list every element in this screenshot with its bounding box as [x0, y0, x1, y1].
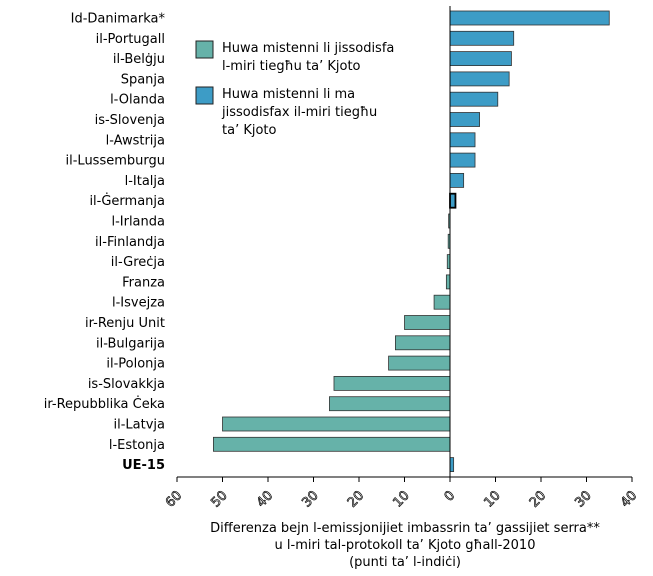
category-label-9: il-Ġermanja: [89, 192, 165, 209]
bar-21: [212, 436, 451, 452]
category-label-17: il-Polonja: [106, 357, 165, 372]
legend-swatch-not_achieved: [195, 86, 214, 105]
bar-16: [394, 335, 451, 351]
bar-8: [449, 172, 465, 188]
x-tick-label-10: 40: [618, 488, 640, 510]
category-label-12: il-Greċja: [111, 255, 165, 270]
bar-6: [449, 132, 476, 148]
category-label-5: is-Slovenja: [95, 113, 165, 128]
bar-19: [329, 396, 451, 412]
x-tick-label-7: 10: [481, 488, 503, 510]
bar-13: [445, 274, 451, 290]
bar-9: [449, 192, 457, 209]
category-label-11: il-Finlandja: [95, 235, 165, 250]
category-label-18: is-Slovakkja: [88, 377, 165, 392]
x-tick-label-6: 0: [442, 488, 458, 504]
category-label-6: l-Awstrija: [106, 133, 165, 148]
x-tick-label-1: 50: [208, 488, 230, 510]
category-label-14: l-Isvejza: [112, 296, 165, 311]
x-axis-title-line-1: u l-miri tal-protokoll ta’ Kjoto għall-2…: [275, 538, 536, 553]
category-label-19: ir-Repubblika Ċeka: [44, 395, 165, 412]
bar-15: [404, 315, 451, 330]
category-label-2: il-Belġju: [113, 52, 165, 67]
bar-14: [433, 294, 451, 310]
bar-2: [449, 51, 512, 66]
bar-20: [222, 416, 451, 432]
x-tick-label-0: 60: [163, 488, 185, 510]
legend: Huwa mistenni li jissodisfa l-miri tiegħu…: [195, 40, 394, 138]
bar-17: [388, 355, 451, 371]
bar-3: [449, 71, 510, 87]
legend-text-achieved-1: l-miri tiegħu ta’ Kjoto: [222, 59, 361, 74]
bar-1: [449, 30, 515, 46]
legend-text-achieved-0: Huwa mistenni li jissodisfa: [222, 41, 394, 56]
bar-0: [449, 10, 610, 26]
x-axis-title-line-2: (punti ta’ l-indiċi): [349, 555, 461, 570]
bar-5: [449, 112, 480, 127]
category-labels: Id-Danimarka* il-Portugall il-Belġju Spanja…: [44, 12, 166, 474]
category-label-15: ir-Renju Unit: [85, 316, 165, 331]
category-label-10: l-Irlanda: [111, 215, 165, 230]
x-axis-title-line-0: Differenza bejn l-emissjonijiet imbassri…: [210, 521, 600, 536]
category-label-3: Spanja: [121, 72, 165, 87]
x-tick-label-3: 30: [299, 488, 321, 510]
x-axis-title: Differenza bejn l-emissjonijiet imbassri…: [210, 521, 600, 570]
x-tick-label-4: 20: [345, 488, 367, 510]
legend-swatch-achieved: [195, 40, 214, 59]
category-label-13: Franza: [122, 275, 165, 290]
category-label-22: UE-15: [122, 458, 165, 473]
bar-22: [449, 457, 455, 473]
category-label-0: Id-Danimarka*: [71, 12, 166, 27]
category-label-21: l-Estonja: [109, 438, 165, 453]
category-label-4: l-Olanda: [110, 93, 165, 108]
x-tick-label-9: 30: [572, 488, 594, 510]
legend-text-not_achieved-1: jissodisfax il-miri tiegħu: [221, 105, 377, 120]
category-label-7: il-Lussemburgu: [66, 154, 165, 169]
category-label-20: il-Latvja: [114, 418, 166, 433]
bar-7: [449, 152, 476, 168]
bar-4: [449, 91, 499, 107]
bar-18: [333, 375, 451, 391]
category-label-16: il-Bulgarija: [96, 336, 165, 351]
x-tick-label-2: 40: [254, 488, 276, 510]
legend-text-not_achieved-2: ta’ Kjoto: [222, 123, 277, 138]
category-label-8: l-Italja: [125, 174, 165, 189]
x-axis-ticks: 60 50 40 30 20 10 0 10 20 30 40: [163, 477, 641, 511]
bars-layer: [212, 10, 610, 473]
x-tick-label-5: 10: [390, 488, 412, 510]
category-label-1: il-Portugall: [96, 32, 165, 47]
x-tick-label-8: 20: [527, 488, 549, 510]
legend-text-not_achieved-0: Huwa mistenni li ma: [222, 87, 355, 102]
